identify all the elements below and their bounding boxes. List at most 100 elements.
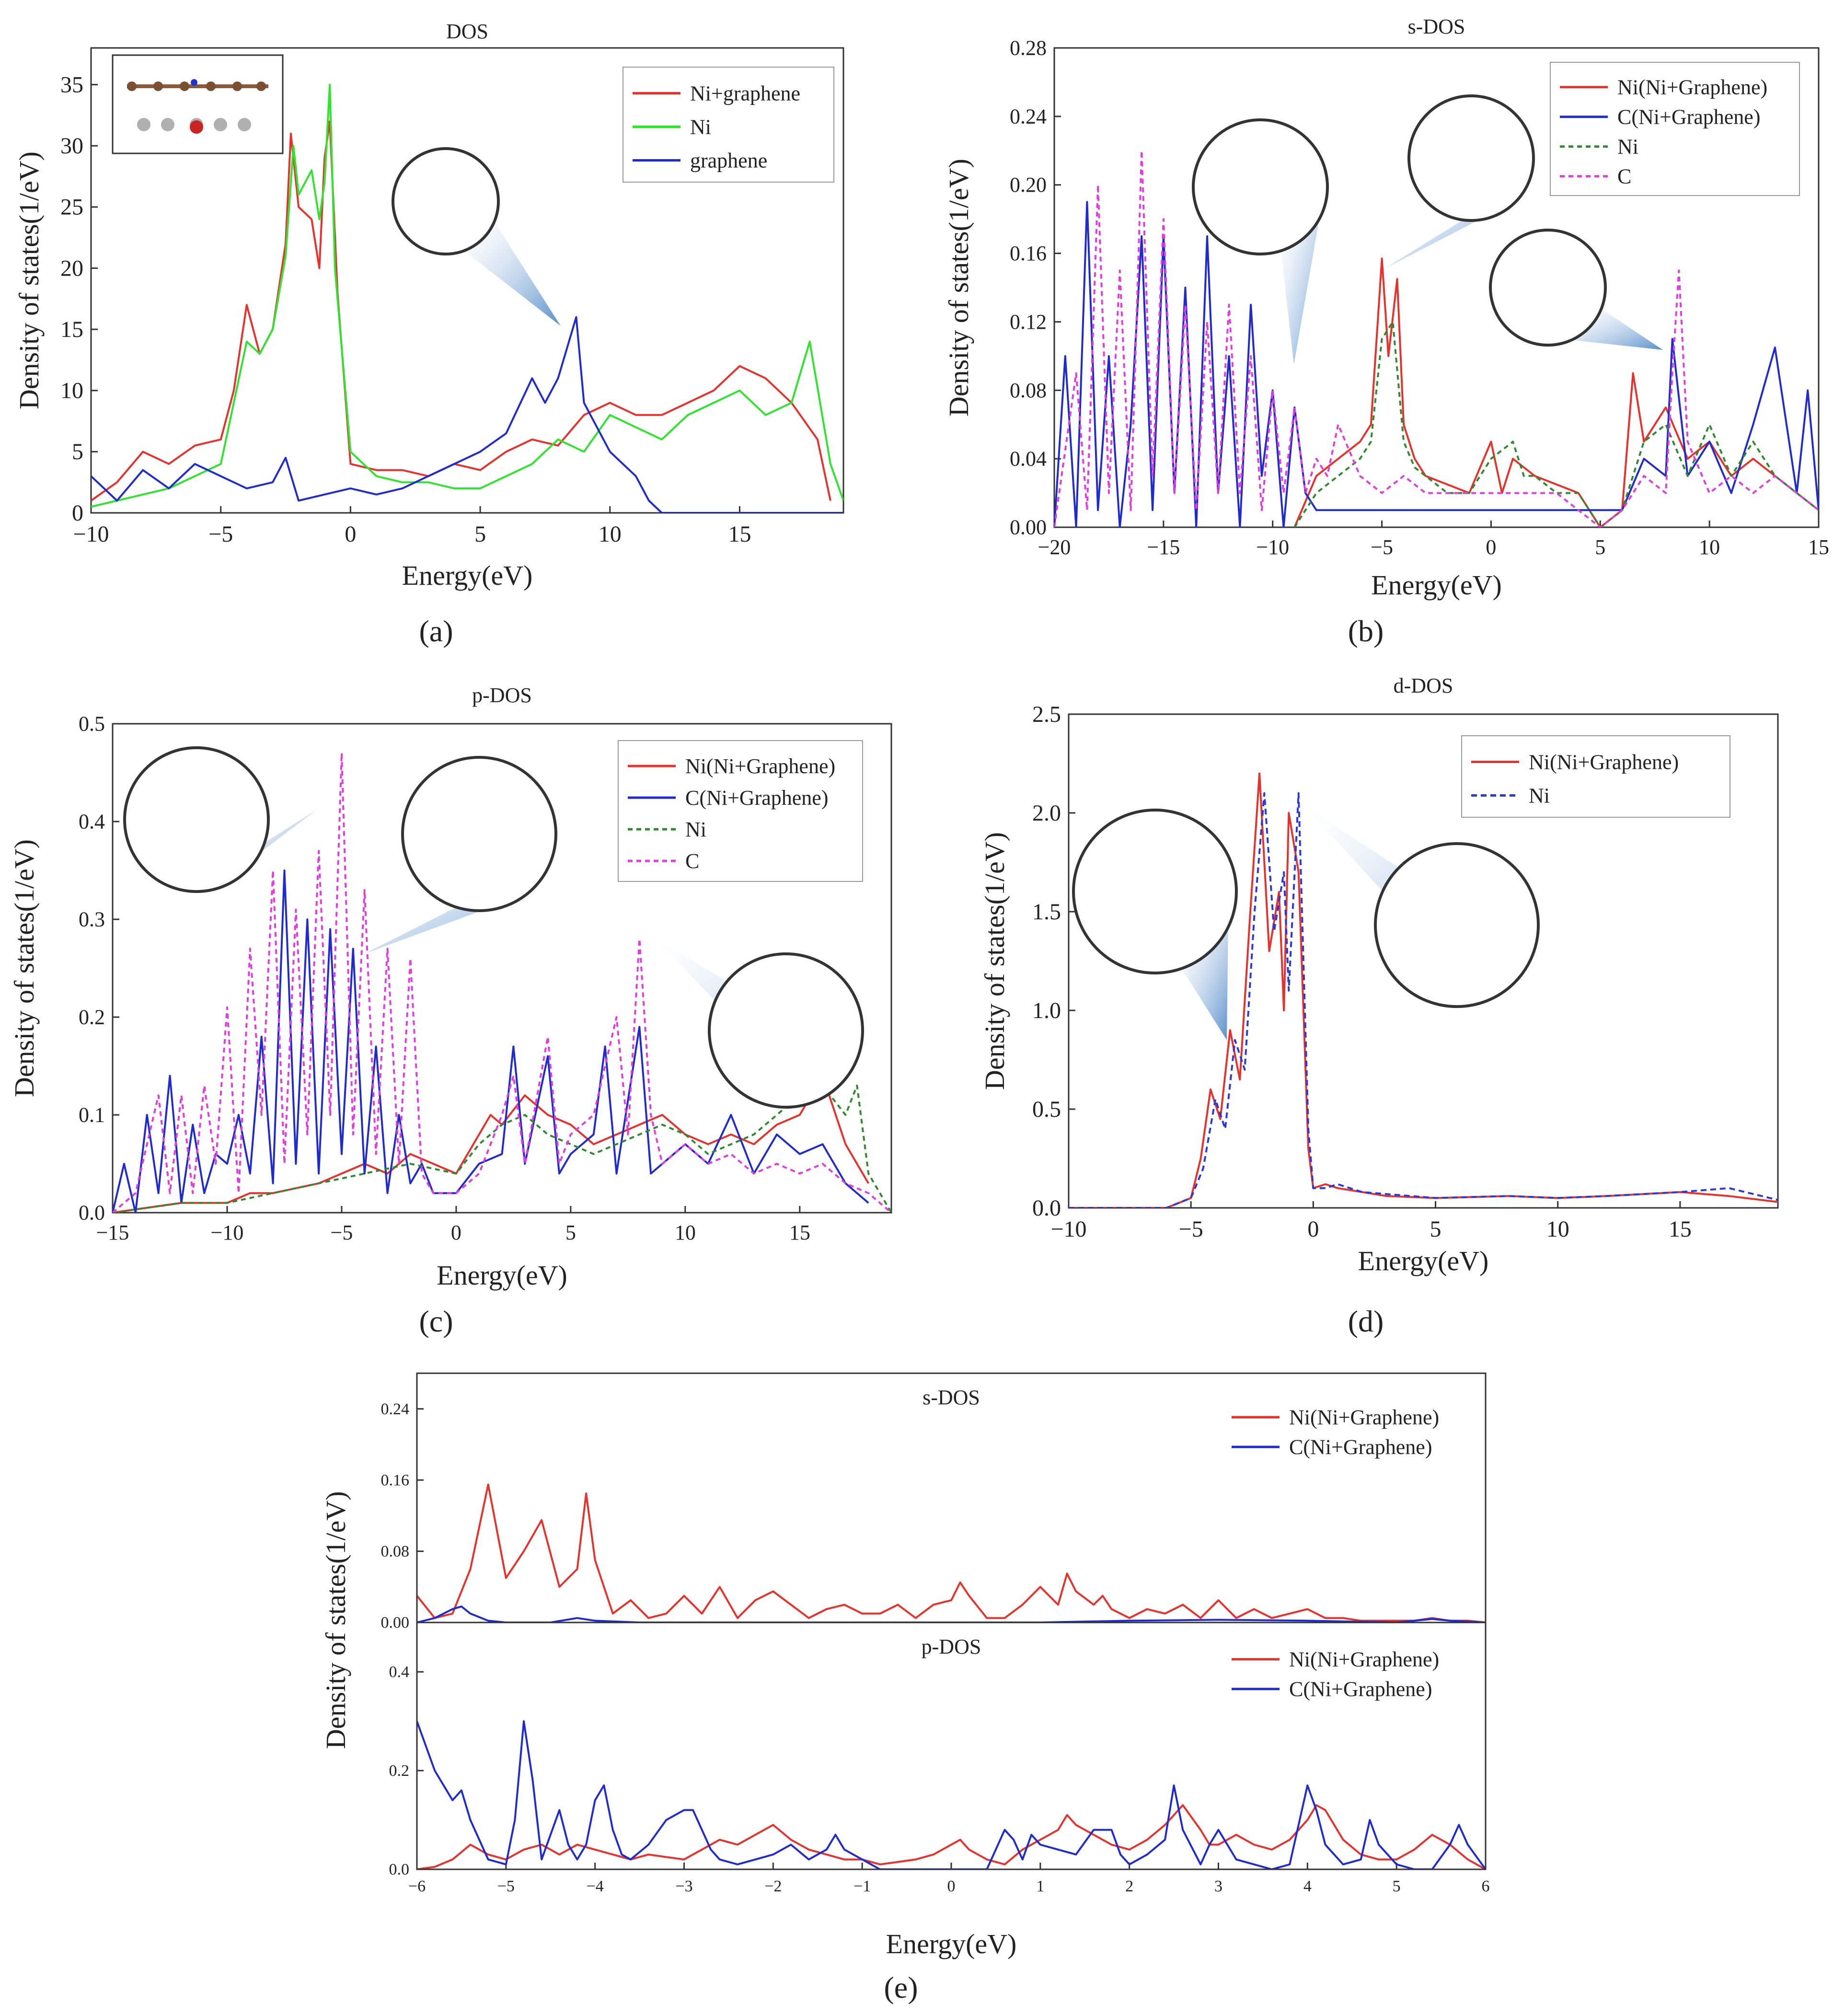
zoom-inset-b1 xyxy=(1192,118,1329,364)
y-tick-label: 0.0 xyxy=(389,1861,410,1878)
x-axis-label: Energy(eV) xyxy=(437,1260,567,1291)
legend-label: Ni+graphene xyxy=(690,82,800,105)
legend-label: Ni(Ni+Graphene) xyxy=(1617,76,1767,99)
x-tick-label: −20 xyxy=(1038,535,1071,559)
zoom-inset-c1 xyxy=(123,746,316,893)
x-axis-label: Energy(eV) xyxy=(402,560,533,591)
y-tick-label: 0.3 xyxy=(79,908,105,931)
y-tick-label: 0.0 xyxy=(1032,1195,1061,1221)
caption-c: (c) xyxy=(419,1304,453,1338)
x-tick-label: 0 xyxy=(1486,535,1496,559)
caption-d: (d) xyxy=(1348,1304,1384,1338)
y-tick-label: 0.00 xyxy=(381,1614,410,1632)
x-tick-label: 0 xyxy=(947,1877,956,1895)
series-line-4 xyxy=(1054,150,1819,527)
x-tick-label: 4 xyxy=(1303,1877,1312,1895)
chart-b: s-DOS 0.00 0.04 0.08 0.12 0.16 0.20 0.24 0.28 −20… xyxy=(943,15,1829,601)
legend-box xyxy=(1461,735,1730,818)
zoom-inset-c2 xyxy=(364,756,557,954)
series-line-2 xyxy=(91,83,843,508)
y-tick-label: 0.16 xyxy=(1010,242,1047,265)
y-tick-label: 0.2 xyxy=(389,1762,410,1780)
x-tick-label: 10 xyxy=(599,521,622,547)
plot-frame xyxy=(112,723,892,1214)
x-axis-label: Energy(eV) xyxy=(886,1928,1017,1959)
chart-title: s-DOS xyxy=(1408,15,1465,38)
legend-label: C xyxy=(685,849,699,873)
chart-title: p-DOS xyxy=(922,1635,981,1658)
x-tick-label: 5 xyxy=(1595,535,1605,559)
zoom-inset-c3 xyxy=(657,939,864,1109)
y-tick-label: 0.04 xyxy=(1010,447,1047,471)
x-tick-label: 10 xyxy=(1699,535,1720,559)
y-tick-label: 0.28 xyxy=(1010,36,1047,60)
x-tick-label: −2 xyxy=(764,1877,782,1895)
y-tick-label: 0.20 xyxy=(1010,173,1047,197)
y-tick-label: 0.12 xyxy=(1010,310,1047,334)
series-line-1 xyxy=(417,1483,1486,1622)
x-tick-label: 5 xyxy=(1393,1877,1401,1895)
y-tick-label: 20 xyxy=(60,255,83,281)
y-tick-label: 30 xyxy=(60,133,83,159)
y-tick-label: 0.1 xyxy=(79,1103,105,1127)
x-tick-label: 0 xyxy=(1307,1217,1319,1242)
caption-a: (a) xyxy=(419,614,453,648)
series-line-2 xyxy=(113,869,869,1213)
y-tick-label: 35 xyxy=(60,72,83,97)
chart-e-top: s-DOS 0.00 0.08 0.16 0.24 Density of states(1… xyxy=(320,1372,1487,1749)
y-tick-label: 0.4 xyxy=(389,1663,410,1681)
x-tick-label: 0 xyxy=(345,521,356,547)
zoom-inset-b2 xyxy=(1385,94,1535,268)
series-line-2 xyxy=(1054,201,1819,527)
y-tick-label: 0 xyxy=(72,500,83,526)
legend-label: C(Ni+Graphene) xyxy=(1617,105,1760,129)
x-tick-label: 5 xyxy=(474,521,486,547)
y-axis-label: Density of states(1/eV) xyxy=(320,1491,351,1749)
x-tick-label: 6 xyxy=(1482,1877,1490,1895)
y-tick-label: 0.5 xyxy=(1032,1097,1061,1122)
y-tick-label: 0.08 xyxy=(1010,379,1047,402)
chart-title: d-DOS xyxy=(1394,674,1453,697)
chart-title: p-DOS xyxy=(472,684,532,707)
chart-d: d-DOS 0.0 0.5 1.0 1.5 2.0 2.5 −10 −5 0 5 10 15 Energy… xyxy=(979,674,1779,1276)
x-tick-label: 0 xyxy=(451,1221,461,1244)
caption-e: (e) xyxy=(884,1970,918,2004)
legend-box xyxy=(1550,62,1800,196)
y-tick-label: 0.4 xyxy=(79,810,105,834)
y-tick-label: 2.5 xyxy=(1032,702,1061,727)
x-tick-label: −15 xyxy=(96,1221,129,1244)
legend-label: C(Ni+Graphene) xyxy=(1289,1436,1432,1459)
plot-frame xyxy=(90,47,844,514)
legend-label: C(Ni+Graphene) xyxy=(685,786,828,810)
plot-frame xyxy=(1068,713,1779,1209)
x-tick-label: 1 xyxy=(1036,1877,1044,1895)
x-tick-label: 3 xyxy=(1214,1877,1222,1895)
series-line-3 xyxy=(1293,321,1819,527)
x-tick-label: −5 xyxy=(497,1877,515,1895)
y-tick-label: 15 xyxy=(60,317,83,342)
chart-title: s-DOS xyxy=(922,1386,980,1409)
y-tick-label: 0.5 xyxy=(79,712,105,736)
y-tick-label: 25 xyxy=(60,195,83,220)
y-axis-label: Density of states(1/eV) xyxy=(979,832,1010,1090)
x-tick-label: −1 xyxy=(853,1877,871,1895)
x-tick-label: −5 xyxy=(208,521,233,547)
y-tick-label: 10 xyxy=(60,378,83,404)
x-tick-label: −10 xyxy=(73,521,109,547)
legend-label: Ni(Ni+Graphene) xyxy=(685,754,835,778)
legend-label: Ni(Ni+Graphene) xyxy=(1529,751,1679,774)
structure-thumbnail xyxy=(112,54,284,154)
y-axis-label: Density of states(1/eV) xyxy=(9,839,40,1097)
x-tick-label: −4 xyxy=(587,1877,604,1895)
legend-label: Ni(Ni+Graphene) xyxy=(1289,1648,1439,1671)
y-axis-label: Density of states(1/eV) xyxy=(13,151,45,409)
legend-label: graphene xyxy=(690,149,767,173)
x-axis-label: Energy(eV) xyxy=(1358,1245,1489,1276)
x-tick-label: 2 xyxy=(1125,1877,1133,1895)
x-tick-label: 15 xyxy=(728,521,751,547)
y-tick-label: 0.0 xyxy=(79,1201,105,1225)
zoom-inset-b3 xyxy=(1489,229,1663,350)
x-tick-label: −5 xyxy=(1371,535,1393,559)
y-tick-label: 5 xyxy=(72,439,83,464)
